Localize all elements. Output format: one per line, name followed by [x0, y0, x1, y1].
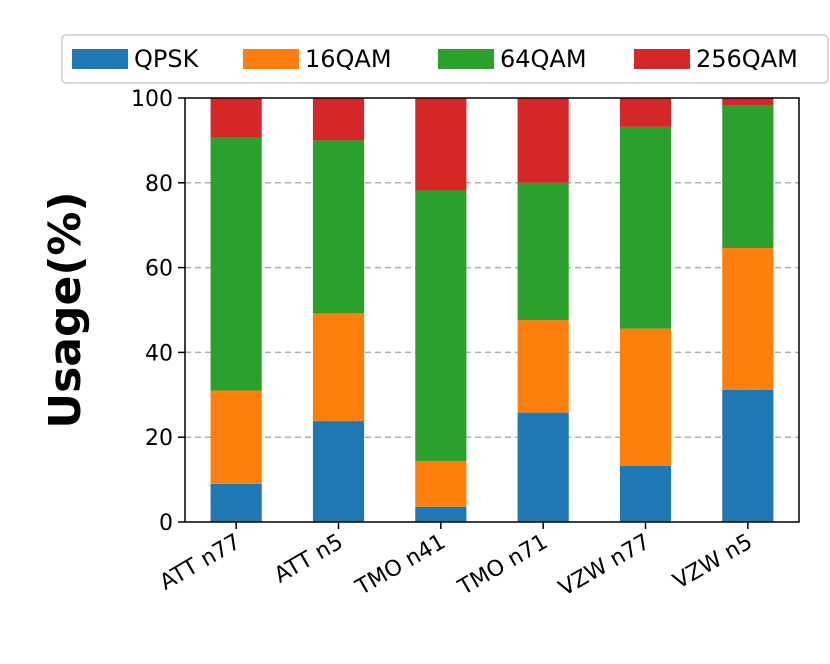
bar-256qam-4	[619, 98, 672, 127]
bar-64qam-0	[210, 137, 262, 391]
bar-qpsk-5	[722, 389, 774, 522]
bar-256qam-5	[722, 98, 774, 106]
bar-16qam-2	[415, 460, 467, 507]
bars	[210, 98, 774, 522]
legend: QPSK 16QAM 64QAM 256QAM	[61, 34, 829, 84]
x-tick-label: VZW n77	[555, 530, 655, 602]
bar-16qam-3	[517, 320, 569, 413]
x-tick-label: VZW n5	[669, 530, 757, 595]
y-tick-label: 20	[145, 426, 173, 451]
bar-64qam-2	[415, 190, 467, 461]
y-tick-label: 40	[145, 341, 173, 366]
bar-qpsk-4	[619, 466, 672, 522]
bar-64qam-1	[312, 140, 365, 314]
bar-qpsk-3	[517, 412, 569, 522]
bar-16qam-1	[312, 313, 365, 422]
x-tick-label: TMO n41	[351, 530, 450, 601]
x-ticks: ATT n77 ATT n5 TMO n41 TMO n71 VZW n77 VZW n5	[156, 522, 757, 602]
legend-label-qpsk: QPSK	[134, 45, 200, 73]
bar-qpsk-0	[210, 483, 262, 522]
bar-16qam-0	[210, 390, 262, 484]
bar-256qam-0	[210, 98, 262, 138]
plot-frame	[184, 97, 800, 523]
bar-256qam-3	[517, 98, 569, 183]
bar-256qam-1	[312, 98, 365, 141]
bar-qpsk-2	[415, 506, 467, 522]
x-tick-label: ATT n5	[270, 530, 347, 589]
bar-16qam-5	[722, 248, 774, 390]
y-tick-label: 0	[159, 511, 173, 536]
bar-16qam-4	[619, 328, 672, 467]
gridlines	[185, 182, 799, 438]
legend-label-16qam: 16QAM	[305, 45, 392, 73]
bar-qpsk-1	[312, 421, 365, 522]
y-axis-label: Usage(%)	[40, 191, 91, 428]
legend-swatch-64qam	[438, 49, 494, 69]
legend-label-256qam: 256QAM	[696, 45, 798, 73]
bar-64qam-4	[619, 126, 672, 329]
y-tick-label: 80	[145, 172, 173, 197]
y-tick-label: 60	[145, 257, 173, 282]
legend-swatch-qpsk	[72, 49, 128, 69]
bar-64qam-3	[517, 182, 569, 321]
legend-swatch-16qam	[243, 49, 299, 69]
y-ticks: 0 20 40 60 80 100	[131, 87, 185, 536]
legend-label-64qam: 64QAM	[500, 45, 587, 73]
legend-swatch-256qam	[634, 49, 690, 69]
bar-256qam-2	[415, 98, 467, 191]
bar-64qam-5	[722, 105, 774, 249]
x-tick-label: TMO n71	[453, 530, 552, 601]
x-tick-label: ATT n77	[156, 530, 245, 596]
y-tick-label: 100	[131, 87, 173, 112]
